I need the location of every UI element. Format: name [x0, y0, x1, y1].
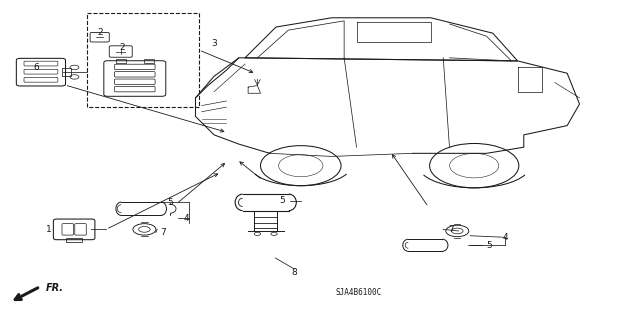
Bar	[67, 238, 82, 242]
Text: 7: 7	[161, 228, 166, 237]
Text: FR.: FR.	[45, 283, 63, 293]
Text: 8: 8	[292, 268, 298, 277]
Text: 7: 7	[448, 225, 454, 234]
Text: 5: 5	[279, 196, 285, 205]
Text: 5: 5	[486, 241, 492, 250]
Text: 5: 5	[167, 198, 173, 207]
Bar	[144, 59, 154, 63]
Text: 3: 3	[212, 39, 218, 48]
Bar	[116, 59, 126, 63]
Text: 2: 2	[119, 43, 125, 52]
Bar	[61, 68, 71, 76]
Text: SJA4B6100C: SJA4B6100C	[335, 288, 381, 297]
Text: 4: 4	[502, 233, 508, 242]
Text: 1: 1	[45, 225, 51, 234]
Text: 4: 4	[183, 214, 189, 223]
Text: 2: 2	[97, 28, 102, 37]
Bar	[87, 13, 198, 107]
Text: 6: 6	[33, 63, 38, 72]
